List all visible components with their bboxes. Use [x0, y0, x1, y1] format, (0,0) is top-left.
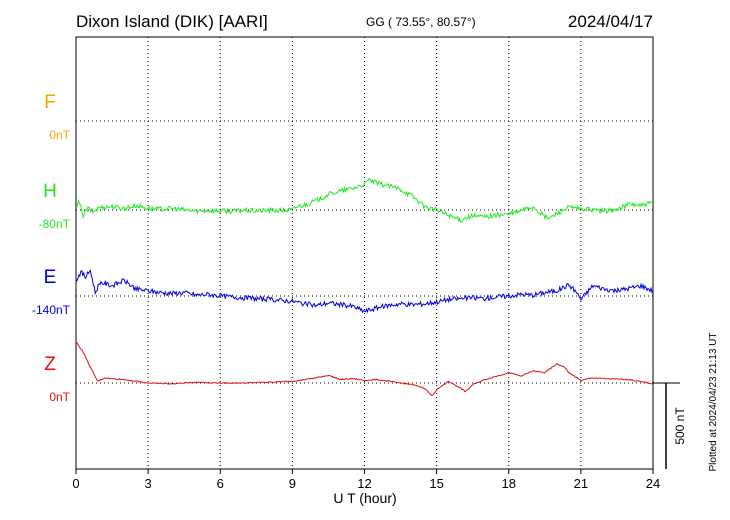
series-name-f: F — [44, 92, 56, 113]
date-label: 2024/04/17 — [568, 12, 653, 31]
x-tick-label: 12 — [357, 476, 371, 491]
x-tick-label: 9 — [289, 476, 296, 491]
series-labels: F 0nT H -80nT E -140nT Z 0nT — [32, 92, 71, 404]
series-baseline-h: -80nT — [39, 217, 71, 231]
x-tick-label: 15 — [429, 476, 443, 491]
baseline-lines — [76, 120, 653, 384]
series-baseline-f: 0nT — [49, 128, 70, 142]
series-name-z: Z — [44, 354, 56, 375]
x-tick-label: 0 — [72, 476, 79, 491]
station-title: Dixon Island (DIK) [AARI] — [76, 12, 268, 31]
grid-lines — [147, 37, 582, 469]
series-baseline-z: 0nT — [49, 390, 70, 404]
x-tick-label: 3 — [145, 476, 152, 491]
series-line-h — [75, 177, 654, 223]
x-axis-label: U T (hour) — [333, 490, 396, 506]
x-tick-label: 21 — [574, 476, 588, 491]
series-line-e — [75, 269, 654, 314]
series-name-h: H — [43, 181, 57, 202]
x-ticks: 0 3 6 9 12 15 18 21 24 — [72, 469, 660, 491]
series-lines — [75, 177, 654, 397]
plotted-timestamp: Plotted at 2024/04/23 21:13 UT — [708, 333, 719, 472]
series-line-z — [75, 341, 654, 397]
coordinates-label: GG ( 73.55°, 80.57°) — [366, 15, 476, 29]
x-tick-label: 6 — [217, 476, 224, 491]
series-name-e: E — [44, 267, 57, 288]
x-tick-label: 18 — [502, 476, 516, 491]
scale-bar — [653, 382, 680, 469]
series-baseline-e: -140nT — [32, 303, 71, 317]
scale-bar-label: 500 nT — [673, 407, 687, 445]
x-tick-label: 24 — [646, 476, 660, 491]
